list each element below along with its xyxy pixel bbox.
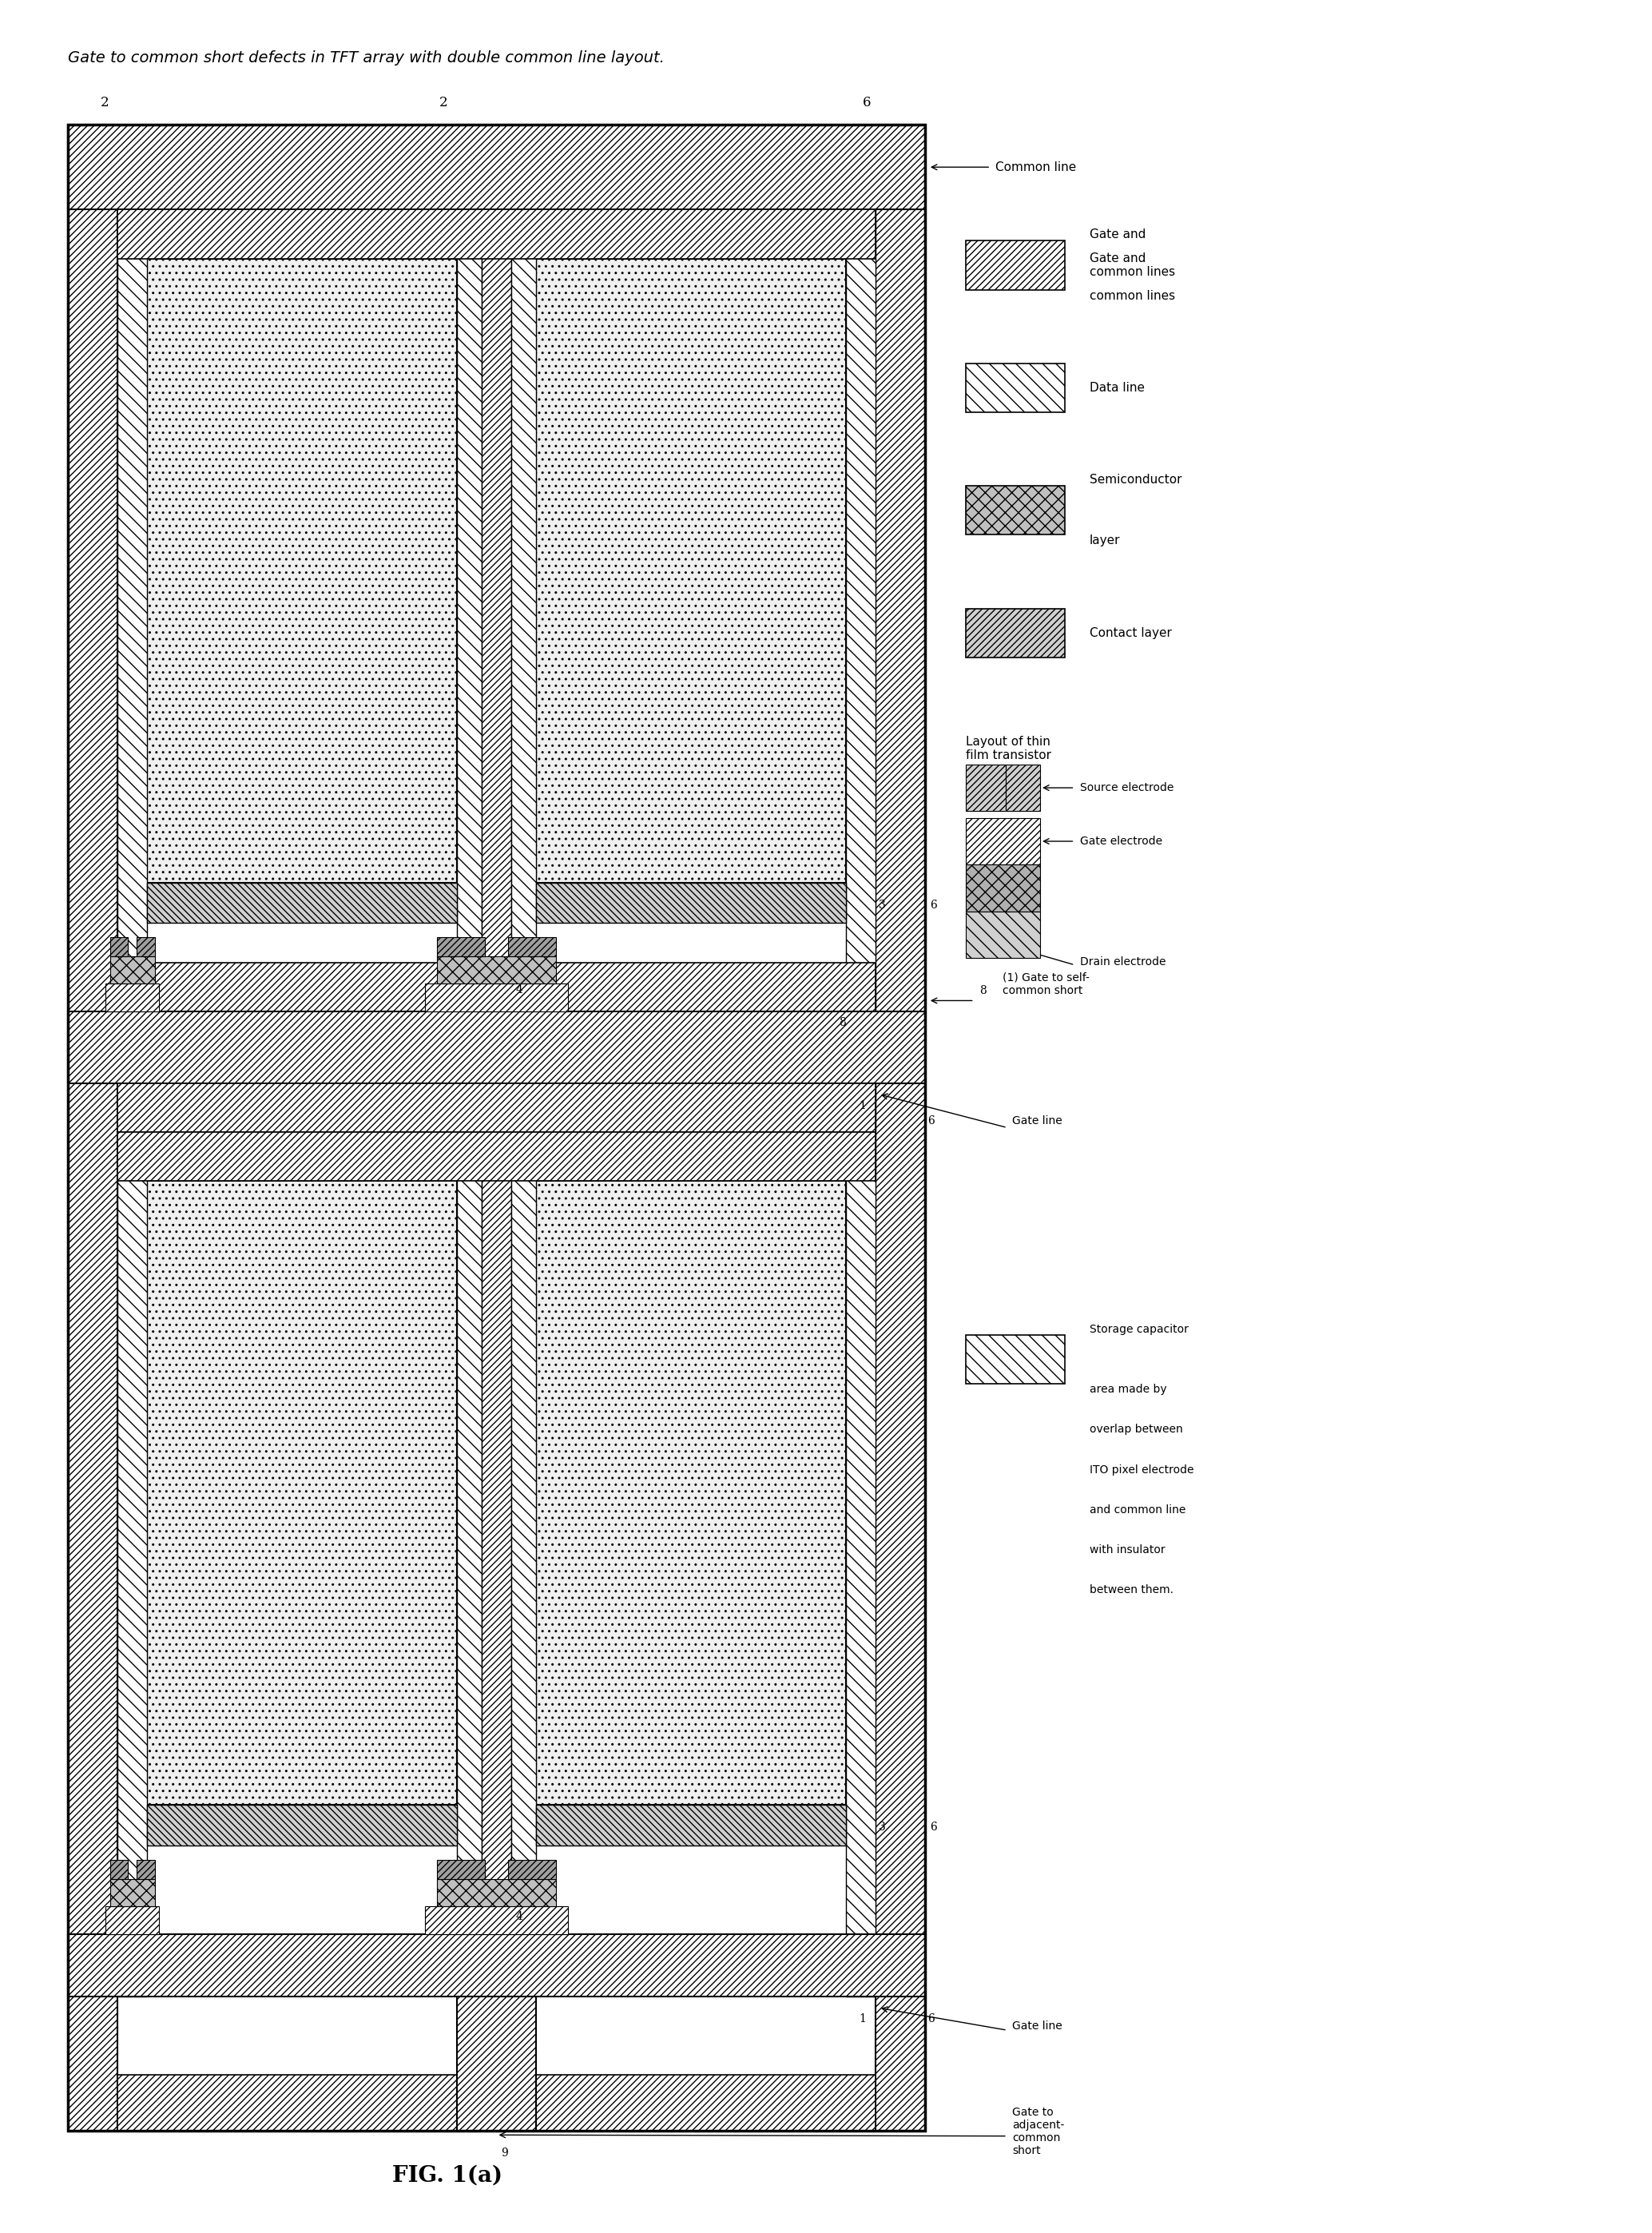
Text: and common line: and common line (1090, 1505, 1186, 1516)
Text: Storage capacitor: Storage capacitor (1090, 1324, 1188, 1335)
Bar (147, 259, 458, 882)
Text: 3: 3 (879, 900, 885, 911)
Bar (137, 1860, 155, 1880)
Bar (966, 607, 1066, 657)
Text: Contact layer: Contact layer (1090, 627, 1171, 639)
Text: Gate to common short defects in TFT array with double common line layout.: Gate to common short defects in TFT arra… (68, 51, 664, 65)
Text: 6: 6 (862, 96, 871, 109)
Text: 4: 4 (515, 1911, 524, 1923)
Text: Gate electrode: Gate electrode (1080, 835, 1161, 846)
Text: 6: 6 (928, 2014, 935, 2025)
Text: between them.: between them. (1090, 1585, 1173, 1597)
Text: 9: 9 (501, 2148, 509, 2159)
Bar (147, 1181, 458, 1804)
Bar (458, 210, 482, 1996)
Bar (438, 1860, 484, 1880)
Text: Source electrode: Source electrode (1080, 782, 1173, 793)
Bar (117, 1132, 876, 1181)
Bar (535, 1804, 846, 1844)
Text: with insulator: with insulator (1090, 1545, 1165, 1556)
Text: (1) Gate to self-
common short: (1) Gate to self- common short (1003, 971, 1089, 996)
Text: Semiconductor: Semiconductor (1090, 473, 1181, 487)
Bar (425, 983, 568, 1012)
Bar (147, 1804, 458, 1844)
Bar (425, 1905, 568, 1934)
Text: overlap between: overlap between (1090, 1425, 1183, 1436)
Bar (106, 1905, 159, 1934)
Polygon shape (458, 1996, 535, 2130)
Text: Layout of thin
film transistor: Layout of thin film transistor (966, 735, 1052, 761)
Text: Common line: Common line (996, 161, 1077, 174)
Bar (111, 1860, 127, 1880)
Bar (117, 210, 876, 259)
Bar (68, 125, 117, 2130)
Bar (966, 487, 1066, 536)
Bar (438, 956, 555, 983)
Bar (509, 1860, 555, 1880)
Bar (106, 983, 159, 1012)
Bar (117, 962, 876, 1012)
Bar (438, 938, 484, 956)
Bar (966, 764, 1006, 811)
Text: Data line: Data line (1090, 382, 1145, 393)
Text: 2: 2 (101, 96, 109, 109)
Bar (966, 241, 1066, 290)
Text: 2: 2 (439, 96, 448, 109)
Text: common lines: common lines (1090, 290, 1175, 301)
Bar (68, 1012, 925, 1083)
Bar (509, 938, 555, 956)
Bar (846, 210, 876, 1996)
Text: FIG. 1(a): FIG. 1(a) (392, 2164, 502, 2186)
Bar (482, 210, 512, 1996)
Bar (966, 864, 1041, 911)
Bar (111, 956, 155, 983)
Text: 6: 6 (930, 900, 937, 911)
Bar (512, 210, 535, 1996)
Text: Gate to
adjacent-
common
short: Gate to adjacent- common short (1013, 2106, 1064, 2157)
Text: 6: 6 (930, 1822, 937, 1833)
Bar (876, 125, 925, 2130)
Bar (966, 911, 1041, 958)
Text: ITO pixel electrode: ITO pixel electrode (1090, 1465, 1194, 1476)
Bar (147, 882, 458, 922)
Text: 4: 4 (515, 985, 524, 996)
Text: Gate and
common lines: Gate and common lines (1090, 252, 1175, 279)
Text: 1: 1 (859, 1101, 866, 1112)
Bar (68, 1934, 925, 1996)
Bar (438, 1880, 555, 1905)
Bar (111, 938, 127, 956)
Bar (966, 1335, 1066, 1384)
Bar (535, 882, 846, 922)
Bar (117, 210, 147, 1996)
Text: 6: 6 (928, 1114, 935, 1128)
Bar (1006, 764, 1041, 811)
Bar (68, 125, 925, 210)
Text: Gate and: Gate and (1090, 228, 1146, 241)
Bar (117, 1083, 876, 1132)
Text: 8: 8 (980, 985, 986, 996)
Text: area made by: area made by (1090, 1384, 1166, 1396)
Text: 8: 8 (839, 1018, 846, 1029)
Text: 1: 1 (859, 2014, 866, 2025)
Bar (966, 817, 1041, 864)
Bar (137, 938, 155, 956)
Bar (966, 364, 1066, 413)
Bar (117, 2074, 876, 2130)
Bar (68, 125, 925, 2130)
Bar (535, 1181, 846, 1804)
Text: 3: 3 (879, 1822, 885, 1833)
Bar (535, 259, 846, 882)
Text: layer: layer (1090, 536, 1120, 547)
Text: Gate line: Gate line (1013, 1114, 1062, 1128)
Bar (68, 125, 925, 2130)
Text: Gate line: Gate line (1013, 2021, 1062, 2032)
Bar (111, 1880, 155, 1905)
Text: Drain electrode: Drain electrode (1080, 956, 1166, 967)
